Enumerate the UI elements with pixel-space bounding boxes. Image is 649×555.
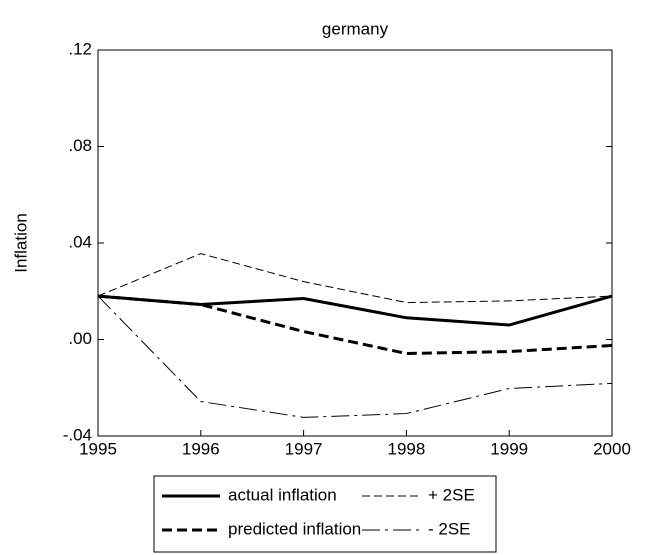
y-tick-label: .00 xyxy=(68,329,92,348)
legend-label: - 2SE xyxy=(428,519,471,538)
x-tick-label: 2000 xyxy=(593,439,631,458)
x-tick-label: 1996 xyxy=(182,439,220,458)
plot-frame xyxy=(97,49,613,437)
x-tick-label: 1997 xyxy=(285,439,323,458)
x-tick-label: 1998 xyxy=(387,439,425,458)
legend-box xyxy=(153,475,497,553)
x-tick-label: 1999 xyxy=(490,439,528,458)
y-axis-label: Inflation xyxy=(11,213,30,273)
y-tick-label: .08 xyxy=(68,136,92,155)
x-tick-label: 1995 xyxy=(79,439,117,458)
y-tick-label: -.04 xyxy=(63,425,92,444)
series-line xyxy=(97,294,613,327)
y-tick-label: .04 xyxy=(68,232,92,251)
legend-label: + 2SE xyxy=(428,485,475,504)
series-line xyxy=(97,294,613,355)
y-tick-label: .12 xyxy=(68,39,92,58)
chart-title: germany xyxy=(322,19,389,38)
series-line xyxy=(97,253,613,304)
legend-label: actual inflation xyxy=(228,485,337,504)
legend-label: predicted inflation xyxy=(228,519,361,538)
series-line xyxy=(97,295,613,418)
